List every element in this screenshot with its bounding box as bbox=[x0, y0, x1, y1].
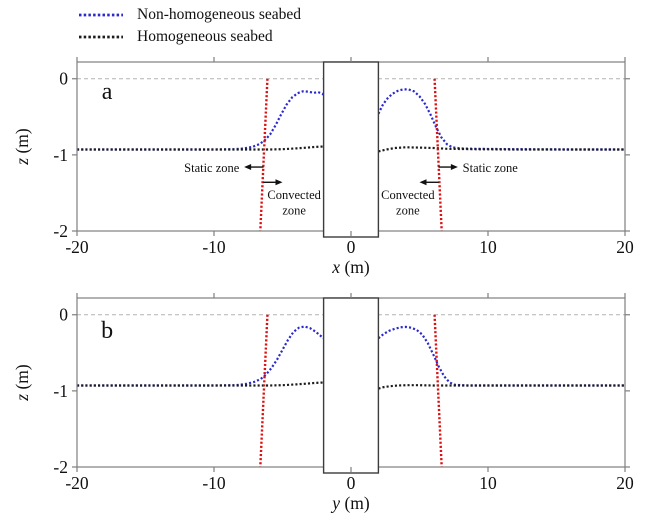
seabed-curve-homogeneous bbox=[378, 384, 625, 390]
panel-letter: b bbox=[101, 318, 113, 344]
x-axis-label: y (m) bbox=[330, 493, 370, 513]
annotation-text-convected-zone-right: Convected bbox=[381, 188, 435, 202]
y-tick-label: -1 bbox=[53, 381, 68, 401]
x-tick-label: 20 bbox=[616, 473, 634, 493]
scour-boundary-line bbox=[259, 314, 269, 468]
chart-panel-a: -20 -10 0 10 20 0 -1 -2 x (m) z (m) a Static zone Co… bbox=[12, 57, 634, 277]
legend: Non-homogeneous seabed Homogeneous seabe… bbox=[78, 4, 301, 48]
annotation-arrowhead-convected-zone-right bbox=[419, 179, 427, 186]
annotation-text-static-zone-right: Static zone bbox=[463, 161, 519, 175]
x-tick-label: 10 bbox=[479, 237, 497, 257]
x-tick-label: 0 bbox=[347, 237, 356, 257]
x-axis-label: x (m) bbox=[331, 257, 370, 277]
legend-label-non-homogeneous: Non-homogeneous seabed bbox=[137, 6, 301, 23]
x-tick-label: -10 bbox=[202, 237, 226, 257]
seabed-curve-non-homogeneous bbox=[77, 325, 325, 387]
seabed-curve-non-homogeneous bbox=[377, 325, 625, 387]
panel-letter: a bbox=[102, 79, 113, 105]
annotation-arrowhead-static-zone-left bbox=[244, 164, 252, 171]
pile-rectangle bbox=[322, 297, 380, 474]
seabed-curve-non-homogeneous bbox=[377, 88, 625, 151]
x-tick-label: -20 bbox=[65, 473, 89, 493]
pile-rectangle bbox=[322, 61, 380, 238]
legend-item-non-homogeneous: Non-homogeneous seabed bbox=[78, 4, 301, 26]
y-axis-label: z (m) bbox=[12, 364, 32, 402]
scour-boundary-line bbox=[259, 78, 269, 232]
annotation-arrowhead-static-zone-right bbox=[450, 164, 458, 171]
annotation-text-convected-zone-right: zone bbox=[396, 204, 420, 218]
annotation-arrowhead-convected-zone-left bbox=[275, 179, 283, 186]
legend-label-homogeneous: Homogeneous seabed bbox=[137, 28, 273, 45]
seabed-curve-homogeneous bbox=[77, 381, 324, 387]
y-tick-label: -2 bbox=[53, 221, 68, 241]
x-tick-label: -20 bbox=[65, 237, 89, 257]
x-tick-label: 10 bbox=[479, 473, 497, 493]
y-tick-label: -2 bbox=[53, 457, 68, 477]
seabed-curve-homogeneous bbox=[77, 145, 324, 151]
x-tick-label: 20 bbox=[616, 237, 634, 257]
annotation-text-static-zone-left: Static zone bbox=[184, 161, 240, 175]
legend-item-homogeneous: Homogeneous seabed bbox=[78, 26, 301, 48]
y-tick-label: 0 bbox=[59, 69, 68, 89]
annotation-text-convected-zone-left: zone bbox=[282, 204, 306, 218]
y-axis-label: z (m) bbox=[12, 128, 32, 166]
seabed-curve-non-homogeneous bbox=[77, 90, 325, 151]
x-tick-label: -10 bbox=[202, 473, 226, 493]
y-tick-label: 0 bbox=[59, 305, 68, 325]
scour-boundary-line bbox=[433, 78, 443, 232]
scour-boundary-line bbox=[433, 314, 443, 468]
chart-panel-b: -20 -10 0 10 20 0 -1 -2 y (m) z (m) b bbox=[12, 293, 634, 513]
x-tick-label: 0 bbox=[347, 473, 356, 493]
annotation-text-convected-zone-left: Convected bbox=[267, 188, 321, 202]
y-tick-label: -1 bbox=[53, 145, 68, 165]
seabed-curve-homogeneous bbox=[378, 146, 625, 153]
